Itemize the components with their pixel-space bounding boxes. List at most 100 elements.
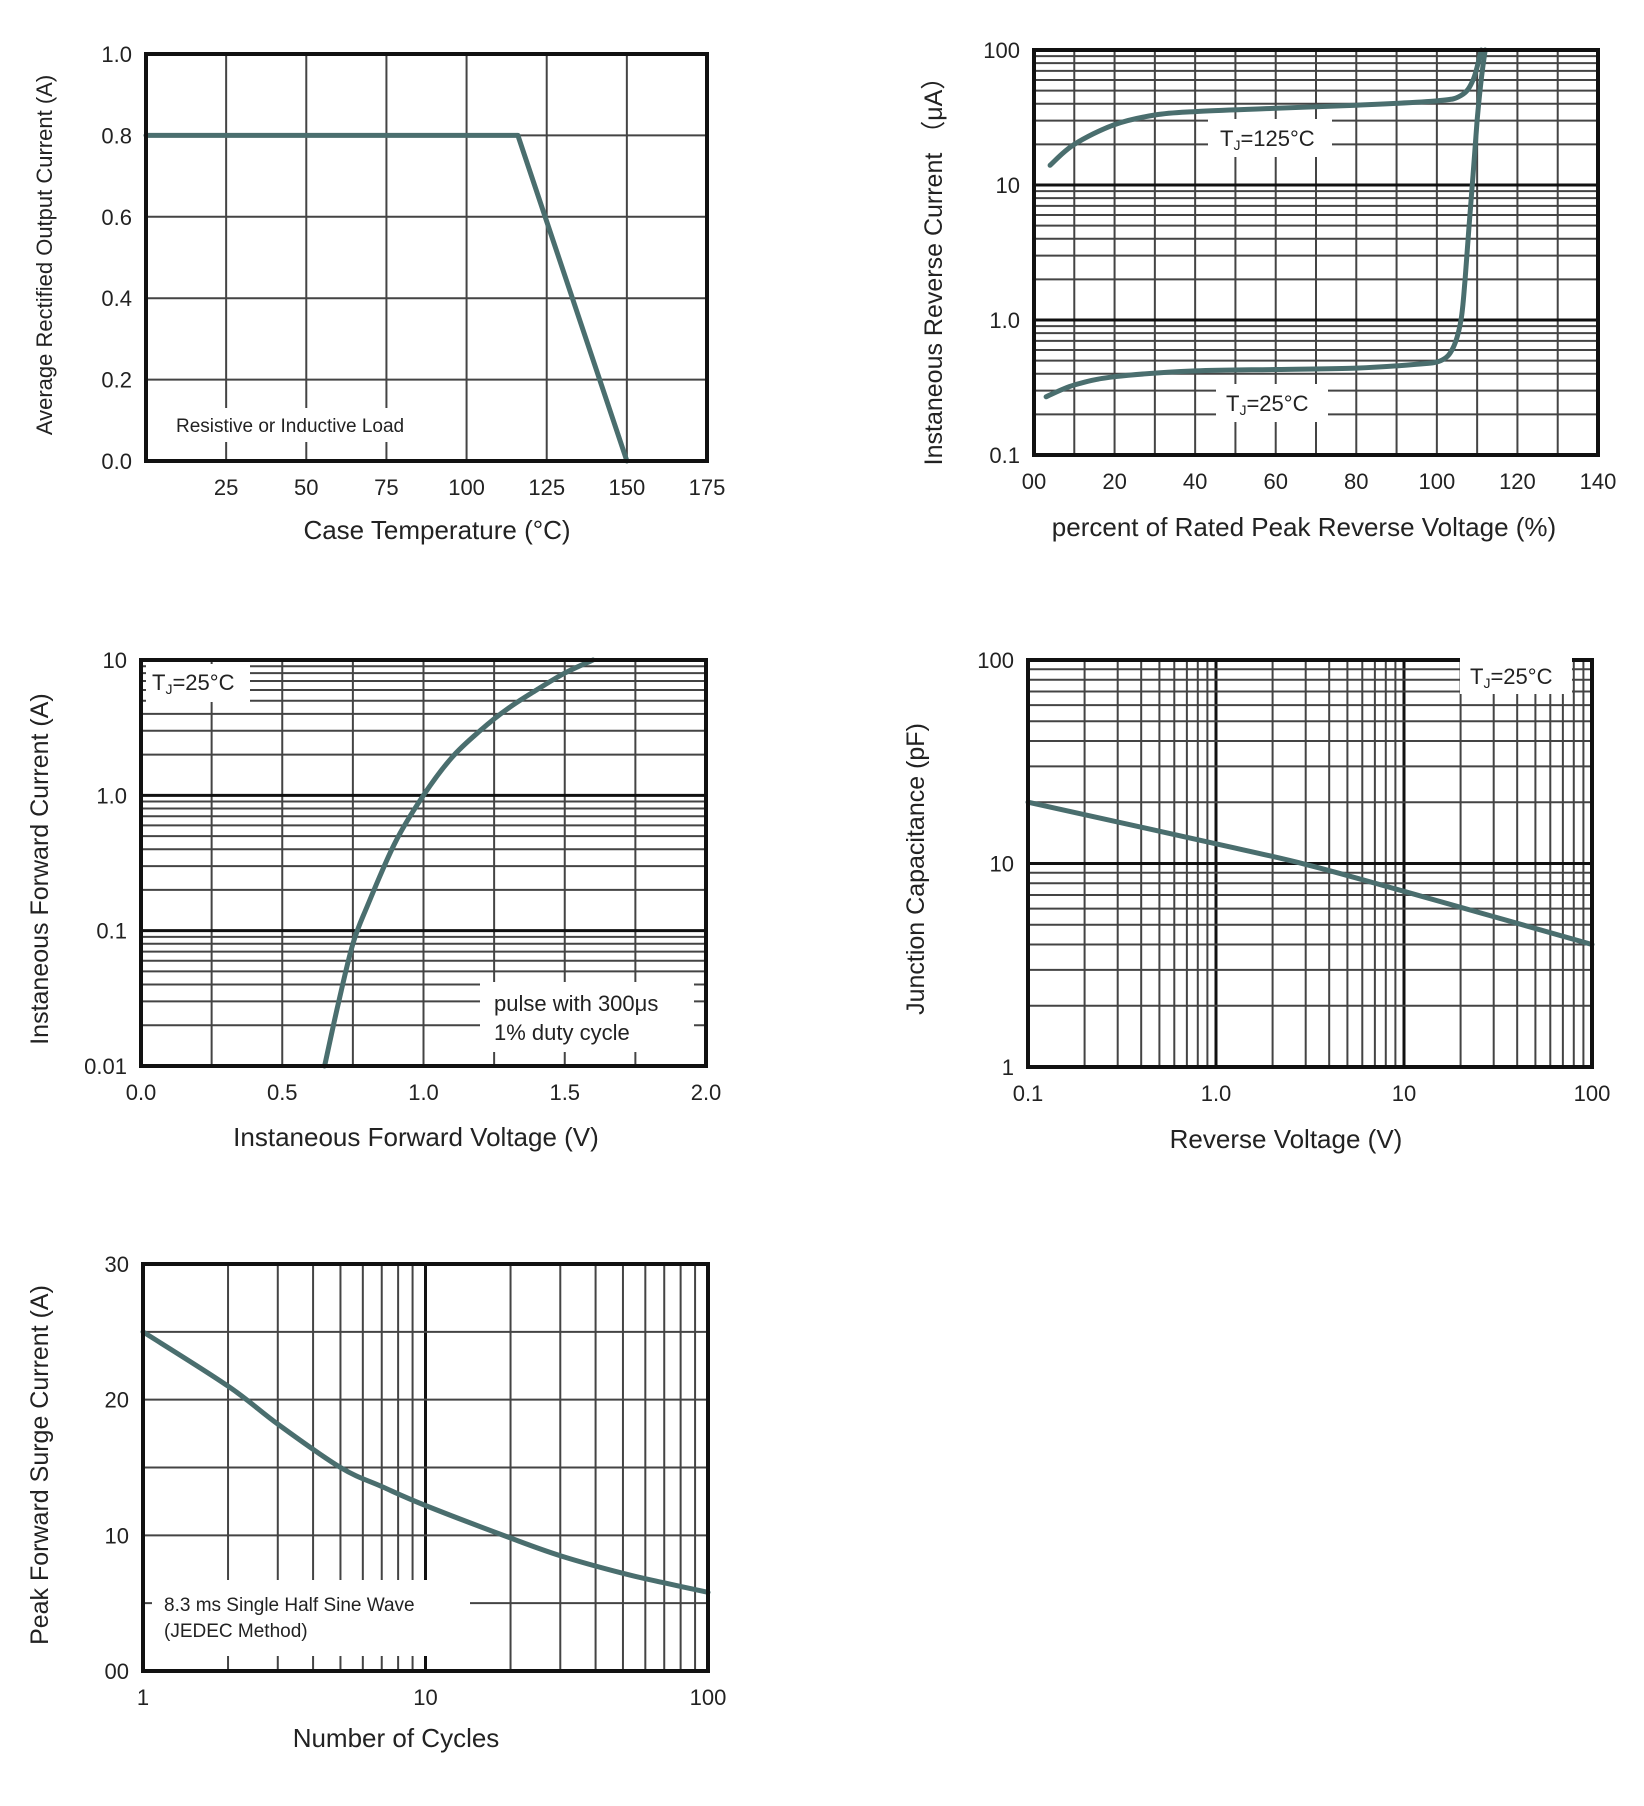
pulse-note-line1: pulse with 300μs xyxy=(494,991,658,1016)
reverse-current-y-tick-label: 100 xyxy=(983,38,1020,63)
forward-voltage-x-tick-label: 2.0 xyxy=(691,1080,722,1105)
reverse-current-x-tick-label: 00 xyxy=(1022,469,1046,494)
derating-load-note: Resistive or Inductive Load xyxy=(176,416,404,437)
surge-note-line2: (JEDEC Method) xyxy=(164,1621,308,1642)
reverse-current-x-tick-label: 20 xyxy=(1102,469,1126,494)
reverse-current-x-tick-label: 120 xyxy=(1499,469,1536,494)
surge-y-tick-label: 20 xyxy=(105,1388,129,1413)
capacitance-y-tick-label: 10 xyxy=(990,852,1014,877)
surge-x-tick-label: 1 xyxy=(137,1685,149,1710)
derating-y-tick-label: 0.0 xyxy=(101,449,132,474)
derating-series-0-line xyxy=(143,132,630,464)
derating-y-tick-labels: 0.0 0.2 0.4 0.6 0.8 1.0 xyxy=(101,42,132,474)
reverse-current-x-tick-label: 100 xyxy=(1418,469,1455,494)
chart-forward-voltage: 0.0 0.5 1.0 1.5 2.0 0.01 0.1 1.0 10 Instaneous … xyxy=(26,648,721,1152)
derating-plot-frame xyxy=(144,52,709,463)
forward-voltage-y-tick-label: 0.01 xyxy=(84,1054,127,1079)
capacitance-y-tick-label: 1 xyxy=(1002,1055,1014,1080)
forward-voltage-curves xyxy=(322,657,596,1069)
surge-y-tick-label: 30 xyxy=(105,1252,129,1277)
pulse-note-line2: 1% duty cycle xyxy=(494,1020,630,1045)
derating-note-box xyxy=(166,408,448,442)
derating-x-tick-label: 125 xyxy=(528,475,565,500)
reverse-current-y-tick-label: 1.0 xyxy=(989,308,1020,333)
tj25-reverse-label: TJ=25°C xyxy=(1226,391,1309,418)
forward-voltage-x-axis-title: Instaneous Forward Voltage (V) xyxy=(233,1122,599,1152)
forward-voltage-x-tick-label: 0.0 xyxy=(126,1080,157,1105)
reverse-current-x-tick-labels: 00 20 40 60 80 100 120 140 xyxy=(1022,469,1617,494)
reverse-current-x-tick-label: 60 xyxy=(1263,469,1287,494)
reverse-current-x-tick-label: 80 xyxy=(1344,469,1368,494)
surge-note-line1: 8.3 ms Single Half Sine Wave xyxy=(164,1595,415,1616)
surge-plot-frame xyxy=(141,1262,710,1673)
reverse-current-series-1-line xyxy=(1043,47,1488,400)
derating-y-tick-label: 0.4 xyxy=(101,286,132,311)
forward-voltage-x-tick-label: 1.5 xyxy=(549,1080,580,1105)
derating-curves xyxy=(143,132,630,464)
surge-y-tick-label: 10 xyxy=(105,1523,129,1548)
surge-y-axis-title: Peak Forward Surge Current (A) xyxy=(26,1285,54,1645)
chart-reverse-current: 00 20 40 60 80 100 120 140 0.1 1.0 10 100 percent … xyxy=(920,38,1616,542)
forward-voltage-plot-frame xyxy=(139,658,708,1068)
derating-x-tick-label: 25 xyxy=(214,475,238,500)
derating-y-tick-label: 0.6 xyxy=(101,205,132,230)
surge-x-tick-label: 100 xyxy=(690,1685,727,1710)
capacitance-grid xyxy=(1028,660,1592,1067)
reverse-current-curves xyxy=(1043,47,1488,400)
derating-y-tick-label: 1.0 xyxy=(101,42,132,67)
reverse-current-series-0-line xyxy=(1047,47,1484,168)
surge-series-0-line xyxy=(140,1329,711,1595)
reverse-current-x-tick-label: 40 xyxy=(1183,469,1207,494)
capacitance-x-tick-label: 0.1 xyxy=(1013,1081,1044,1106)
reverse-current-y-tick-label: 0.1 xyxy=(989,443,1020,468)
derating-y-axis-title: Average Rectified Output Current (A) xyxy=(32,75,57,435)
capacitance-curves xyxy=(1025,799,1595,947)
pulse-note-box xyxy=(480,982,694,1052)
tj25-capacitance-label: TJ=25°C xyxy=(1470,664,1553,691)
capacitance-plot-frame xyxy=(1026,658,1594,1069)
forward-voltage-y-tick-label: 10 xyxy=(103,648,127,673)
chart-surge: 1 10 100 00 10 20 30 Number of Cycles Peak Fo… xyxy=(26,1252,726,1753)
capacitance-x-tick-label: 10 xyxy=(1392,1081,1416,1106)
chart-derating: 25 50 75 100 125 150 175 0.0 0.2 0.4 0.6 0.8 1.0 Ca… xyxy=(32,42,725,545)
derating-x-tick-label: 75 xyxy=(374,475,398,500)
capacitance-y-tick-label: 100 xyxy=(977,648,1014,673)
tj25-forward-label: TJ=25°C xyxy=(152,670,235,697)
derating-x-tick-label: 150 xyxy=(608,475,645,500)
chart-capacitance: 0.1 1.0 10 100 1 10 100 Reverse Voltage (V) J… xyxy=(902,648,1610,1154)
forward-voltage-y-axis-title: Instaneous Forward Current (A) xyxy=(26,693,54,1045)
derating-x-tick-label: 100 xyxy=(448,475,485,500)
derating-x-tick-labels: 25 50 75 100 125 150 175 xyxy=(214,475,725,500)
forward-voltage-y-tick-label: 0.1 xyxy=(96,919,127,944)
tj25-reverse-label-box xyxy=(1216,384,1328,422)
capacitance-x-tick-label: 100 xyxy=(1574,1081,1611,1106)
surge-y-tick-labels: 00 10 20 30 xyxy=(105,1252,129,1684)
surge-y-tick-label: 00 xyxy=(105,1659,129,1684)
capacitance-x-tick-labels: 0.1 1.0 10 100 xyxy=(1013,1081,1611,1106)
reverse-current-x-tick-label: 140 xyxy=(1580,469,1617,494)
reverse-current-x-axis-title: percent of Rated Peak Reverse Voltage (%… xyxy=(1052,512,1556,542)
forward-voltage-series-0-line xyxy=(322,657,596,1069)
capacitance-x-tick-label: 1.0 xyxy=(1201,1081,1232,1106)
derating-y-tick-label: 0.8 xyxy=(101,123,132,148)
tj25-forward-label-box xyxy=(146,664,250,702)
capacitance-y-tick-labels: 1 10 100 xyxy=(977,648,1014,1080)
reverse-current-y-tick-label: 10 xyxy=(996,173,1020,198)
reverse-current-y-tick-labels: 0.1 1.0 10 100 xyxy=(983,38,1020,468)
capacitance-x-axis-title: Reverse Voltage (V) xyxy=(1170,1124,1403,1154)
surge-x-tick-labels: 1 10 100 xyxy=(137,1685,726,1710)
derating-x-axis-title: Case Temperature (°C) xyxy=(303,515,570,545)
surge-x-axis-title: Number of Cycles xyxy=(293,1723,500,1753)
capacitance-series-0-line xyxy=(1025,799,1595,947)
forward-voltage-x-tick-labels: 0.0 0.5 1.0 1.5 2.0 xyxy=(126,1080,722,1105)
surge-curves xyxy=(140,1329,711,1595)
reverse-current-plot-frame xyxy=(1032,48,1600,457)
forward-voltage-x-tick-label: 0.5 xyxy=(267,1080,298,1105)
forward-voltage-x-tick-label: 1.0 xyxy=(408,1080,439,1105)
derating-y-tick-label: 0.2 xyxy=(101,368,132,393)
reverse-current-grid xyxy=(1034,50,1598,455)
capacitance-y-axis-title: Junction Capacitance (pF) xyxy=(902,723,930,1015)
